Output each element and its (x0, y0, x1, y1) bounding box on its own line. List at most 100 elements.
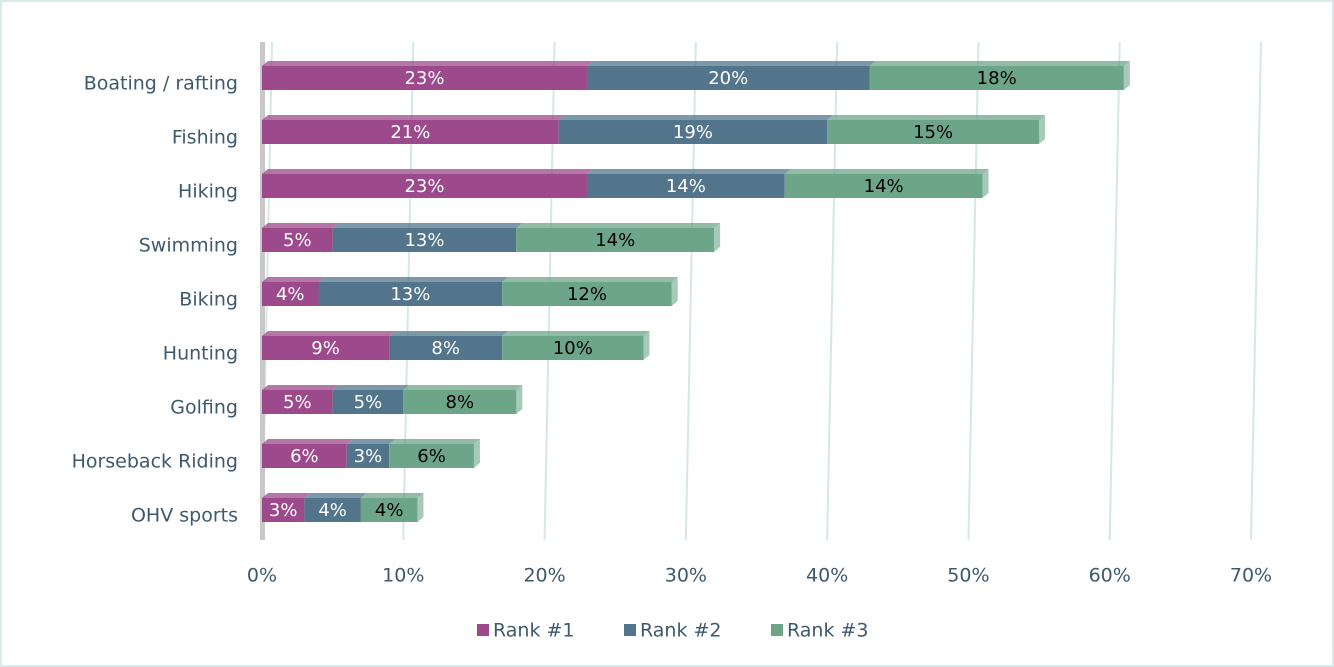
bar-top (262, 115, 565, 120)
data-label: 13% (390, 284, 430, 305)
legend-swatch (477, 624, 489, 636)
data-label: 4% (318, 500, 347, 521)
bar-top (586, 169, 791, 174)
bar-side (1123, 61, 1130, 90)
bar-top (389, 331, 509, 336)
data-label: 21% (390, 122, 430, 143)
data-label: 18% (977, 68, 1017, 89)
y-tick-label: Fishing (172, 127, 238, 149)
bar-top (262, 61, 593, 66)
bar-segment (827, 120, 1040, 144)
bar-segment (262, 390, 333, 414)
y-tick-label: Horseback Riding (72, 451, 238, 473)
bar-segment (262, 282, 319, 306)
bar-top (346, 439, 396, 444)
data-label: 10% (553, 338, 593, 359)
bar-segment (318, 282, 503, 306)
data-label: 5% (283, 230, 312, 251)
bar-segment (346, 444, 390, 468)
bar-segment (586, 174, 785, 198)
y-tick-label: Boating / rafting (84, 73, 238, 95)
data-label: 14% (595, 230, 635, 251)
legend-label: Rank #2 (640, 620, 722, 642)
bar-segment (586, 66, 870, 90)
data-label: 14% (666, 176, 706, 197)
y-tick-label: Hunting (163, 343, 238, 365)
bar-segment (332, 228, 517, 252)
bar-segment (262, 498, 305, 522)
bar-segment (869, 66, 1124, 90)
bar-top (262, 439, 353, 444)
legend-swatch (624, 624, 636, 636)
bar-segment (403, 390, 517, 414)
bar-segment (784, 174, 983, 198)
data-label: 23% (404, 68, 444, 89)
bar-segment (502, 282, 672, 306)
data-label: 4% (375, 500, 404, 521)
x-tick-label: 50% (947, 565, 989, 587)
bar-segment (389, 336, 503, 360)
data-label: 8% (446, 392, 475, 413)
data-label: 14% (864, 176, 904, 197)
legend-swatch (771, 624, 783, 636)
bar-top (318, 277, 509, 282)
data-label: 6% (417, 446, 446, 467)
bar-segment (360, 498, 418, 522)
bar-top (403, 385, 523, 390)
bar-segment (558, 120, 828, 144)
bar-side (1039, 115, 1046, 144)
bar-segment (262, 444, 347, 468)
bar-top (304, 493, 367, 498)
bar-top (262, 223, 339, 228)
legend-label: Rank #3 (787, 620, 869, 642)
bar-top (827, 115, 1046, 120)
bar-segment (389, 444, 474, 468)
bar-side (417, 493, 424, 522)
bar-top (262, 493, 311, 498)
bar-segment (262, 66, 587, 90)
bar-side (982, 169, 989, 198)
y-tick-label: OHV sports (131, 505, 238, 527)
bar-side (714, 223, 721, 252)
bar-segment (332, 390, 404, 414)
data-label: 9% (311, 338, 340, 359)
data-label: 12% (567, 284, 607, 305)
x-tick-label: 20% (523, 565, 565, 587)
bar-top (332, 223, 523, 228)
grid-line (1108, 41, 1121, 541)
data-label: 20% (708, 68, 748, 89)
data-label: 23% (404, 176, 444, 197)
bar-side (516, 385, 523, 414)
bar-top (784, 169, 989, 174)
data-label: 3% (354, 446, 383, 467)
data-label: 5% (283, 392, 312, 413)
bar-top (502, 331, 650, 336)
bar-top (262, 385, 339, 390)
data-label: 4% (276, 284, 305, 305)
bar-side (473, 439, 480, 468)
y-tick-label: Golfing (170, 397, 238, 419)
bar-side (671, 277, 678, 306)
data-label: 19% (673, 122, 713, 143)
data-label: 15% (913, 122, 953, 143)
data-label: 13% (404, 230, 444, 251)
bar-segment (516, 228, 715, 252)
bar-segment (262, 228, 333, 252)
bar-top (262, 169, 593, 174)
x-tick-label: 60% (1089, 565, 1131, 587)
bar-segment (262, 120, 559, 144)
y-tick-label: Swimming (139, 235, 238, 257)
bar-top (332, 385, 410, 390)
bar-segment (262, 174, 587, 198)
bar-top (262, 331, 396, 336)
data-label: 5% (354, 392, 383, 413)
bar-top (869, 61, 1130, 66)
bar-top (586, 61, 876, 66)
grid-line (1250, 41, 1262, 541)
y-tick-label: Biking (179, 289, 238, 311)
bar-segment (304, 498, 361, 522)
bar-top (502, 277, 678, 282)
y-tick-label: Hiking (178, 181, 238, 203)
